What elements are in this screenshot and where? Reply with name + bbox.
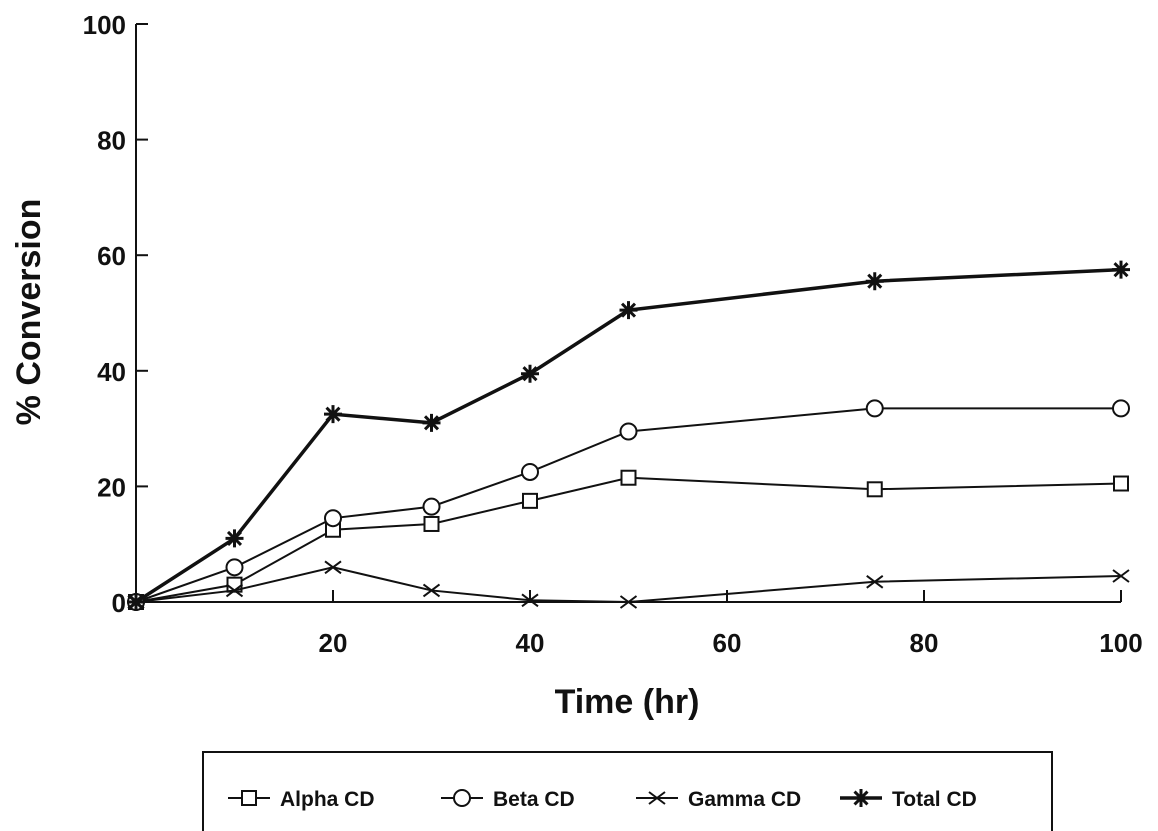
gamma-cd-point [324,560,342,575]
gamma-cd-point [866,574,884,589]
x-tick-label: 20 [319,628,348,658]
series-alpha-cd [128,469,1129,610]
gamma-cd-line [135,566,1122,604]
total-cd-point [521,364,539,383]
total-cd-point [619,301,638,320]
legend-item-alpha-cd: Alpha CD [228,788,375,811]
beta-cd-line [135,407,1121,603]
y-tick-label: 0 [112,588,126,618]
beta-cd-point [619,422,638,441]
alpha-cd-point [866,481,883,498]
gamma-cd-point [422,583,441,598]
alpha-cd-line [135,476,1122,603]
legend-box [202,751,1053,831]
legend-marker [648,791,666,805]
total-cd-point [127,593,145,611]
y-tick-label: 60 [97,241,126,271]
legend: Alpha CD Beta CD Gamma CD Total CD [202,751,1053,831]
legend-label: Alpha CD [280,788,375,811]
series-gamma-cd [127,560,1130,609]
total-cd-point [865,272,884,291]
legend-item-beta-cd: Beta CD [441,788,575,811]
total-cd-point [1112,260,1130,279]
alpha-cd-point [620,469,637,486]
beta-cd-point [422,497,441,516]
x-tick-label: 100 [1099,628,1142,658]
y-tick-label: 40 [97,357,126,387]
legend-marker [852,789,870,807]
legend-item-total-cd: Total CD [840,788,977,811]
legend-item-gamma-cd: Gamma CD [636,788,801,811]
alpha-cd-point [423,515,440,532]
x-axis-title: Time (hr) [555,683,700,721]
beta-cd-point [225,558,244,577]
legend-marker [453,789,471,807]
alpha-cd-point [522,492,538,509]
alpha-cd-point [1113,475,1129,492]
series-total-cd [127,260,1130,611]
total-cd-line [135,267,1122,604]
legend-label: Beta CD [493,788,575,811]
total-cd-point [324,405,342,424]
total-cd-point [422,413,441,432]
beta-cd-point [865,399,884,418]
y-axis-title: % Conversion [10,199,48,426]
x-tick-label: 80 [910,628,939,658]
beta-cd-point [324,509,342,528]
gamma-cd-point [1112,569,1130,583]
beta-cd-point [1112,399,1130,418]
beta-cd-point [521,462,539,481]
x-tick-label: 40 [516,628,545,658]
y-tick-label: 100 [83,10,126,40]
legend-label: Gamma CD [688,788,801,811]
gamma-cd-point [619,595,638,609]
gamma-cd-point [521,593,539,608]
legend-marker [241,790,257,806]
legend-label: Total CD [892,788,977,811]
gamma-cd-point [225,583,244,598]
total-cd-point [225,529,244,548]
y-tick-label: 20 [97,472,126,502]
y-tick-label: 80 [97,126,126,156]
x-tick-label: 60 [713,628,742,658]
